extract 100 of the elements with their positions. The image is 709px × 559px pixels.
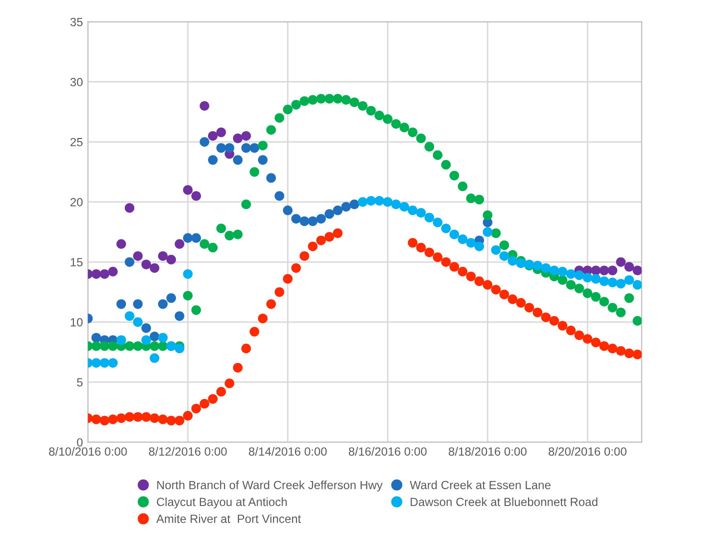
point xyxy=(300,216,310,226)
point xyxy=(200,398,210,409)
point xyxy=(624,262,634,272)
point xyxy=(124,203,134,213)
point xyxy=(150,353,160,363)
point xyxy=(616,278,626,288)
point xyxy=(291,214,301,224)
point xyxy=(549,266,560,276)
legend-label: Amite River at Port Vincent xyxy=(156,514,301,524)
point xyxy=(291,263,301,273)
x-tick-label: 8/14/2016 0:00 xyxy=(248,447,327,456)
point xyxy=(91,332,102,342)
point xyxy=(224,143,234,153)
y-tick-label: 10 xyxy=(70,318,83,326)
point xyxy=(332,206,343,216)
point xyxy=(382,197,392,207)
point xyxy=(432,218,442,228)
point xyxy=(441,257,451,267)
point xyxy=(100,269,110,279)
point xyxy=(516,258,526,268)
point xyxy=(566,269,576,279)
point xyxy=(241,143,251,153)
point xyxy=(499,251,510,261)
point xyxy=(358,197,368,207)
point xyxy=(458,266,468,276)
point xyxy=(449,262,460,272)
point xyxy=(416,242,426,252)
point xyxy=(266,173,276,183)
x-tick-label: 8/16/2016 0:00 xyxy=(348,447,427,456)
point xyxy=(100,358,110,368)
point xyxy=(258,314,268,324)
point xyxy=(91,414,102,424)
point xyxy=(466,238,476,248)
point xyxy=(449,230,460,240)
y-tick-label: 35 xyxy=(70,18,83,26)
point xyxy=(541,263,551,273)
point xyxy=(591,274,601,284)
point xyxy=(183,233,193,243)
point xyxy=(250,143,260,153)
point xyxy=(424,212,434,222)
point xyxy=(116,299,126,309)
point xyxy=(158,414,168,424)
point xyxy=(108,266,118,276)
point xyxy=(632,280,642,290)
point xyxy=(258,155,268,165)
point xyxy=(166,254,176,264)
point xyxy=(558,320,568,330)
point xyxy=(174,311,184,321)
point xyxy=(274,287,284,297)
point xyxy=(108,358,118,368)
point xyxy=(200,137,210,147)
legend-label: Dawson Creek at Bluebonnett Road xyxy=(410,497,598,506)
y-tick-label: 20 xyxy=(70,198,83,206)
y-tick-label: 5 xyxy=(76,378,83,387)
point xyxy=(191,233,201,243)
x-tick-label: 8/10/2016 0:00 xyxy=(49,447,127,456)
point xyxy=(141,335,152,345)
point xyxy=(566,326,576,336)
point xyxy=(224,378,234,388)
point xyxy=(532,308,542,318)
point xyxy=(466,272,476,282)
point xyxy=(499,290,510,300)
point xyxy=(200,101,210,111)
point xyxy=(541,312,551,322)
point xyxy=(632,350,642,360)
point xyxy=(232,362,243,373)
point xyxy=(482,280,492,290)
point xyxy=(174,416,184,426)
point xyxy=(208,131,218,141)
point xyxy=(232,133,243,144)
point xyxy=(316,214,326,224)
point xyxy=(608,278,618,288)
point xyxy=(482,227,492,237)
point xyxy=(400,202,410,212)
point xyxy=(191,191,201,201)
point xyxy=(174,239,184,249)
point xyxy=(133,299,143,309)
point xyxy=(183,410,193,421)
point xyxy=(582,272,592,282)
point xyxy=(216,143,226,153)
point xyxy=(341,202,351,212)
y-tick-label: 25 xyxy=(70,138,83,146)
point xyxy=(308,242,318,252)
point xyxy=(491,284,501,294)
legend-label: Ward Creek at Essen Lane xyxy=(410,480,551,490)
point xyxy=(474,242,484,252)
point xyxy=(532,260,542,270)
point xyxy=(599,276,609,286)
point xyxy=(516,298,526,308)
point xyxy=(616,346,626,356)
point xyxy=(141,323,152,333)
point xyxy=(416,208,426,218)
point xyxy=(166,293,176,303)
point xyxy=(608,344,618,354)
point xyxy=(250,326,260,336)
point xyxy=(158,299,168,309)
point xyxy=(441,224,451,234)
point xyxy=(599,266,609,276)
point xyxy=(141,260,152,270)
point xyxy=(608,266,618,276)
